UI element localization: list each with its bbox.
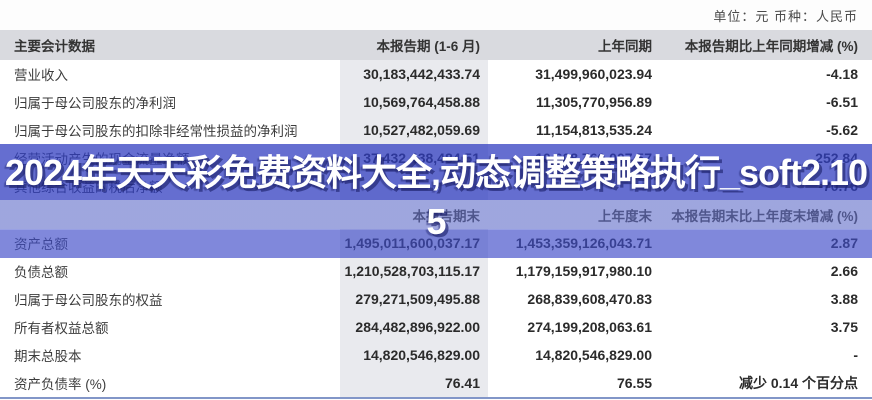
cell-prior: 11,305,770,956.89 (535, 94, 652, 110)
row-label: 期末总股本 (14, 349, 82, 364)
cell-current: 1,210,528,703,115.17 (340, 257, 488, 285)
cell-prior: 268,839,608,470.83 (527, 291, 652, 307)
cell-current: 30,183,442,433.74 (340, 60, 488, 88)
cell-current: 10,527,482,059.69 (340, 116, 488, 144)
unit-label: 单位：元 币种：人民币 (713, 8, 858, 24)
row-label: 负债总额 (14, 265, 68, 280)
cell-change: - (853, 347, 858, 363)
cell-change: 3.75 (830, 319, 858, 335)
header-current-period: 本报告期 (1-6 月) (376, 39, 480, 54)
cell-current: 14,820,546,829.00 (340, 341, 488, 369)
cell-current: 284,482,896,922.00 (340, 313, 488, 341)
header-change-pct: 本报告期比上年同期增减 (%) (684, 39, 858, 54)
cell-prior: 31,499,960,023.94 (535, 66, 652, 82)
table-row-revenue: 营业收入 30,183,442,433.74 31,499,960,023.94… (0, 60, 872, 88)
cell-current: 10,569,764,458.88 (340, 88, 488, 116)
cell-change: -6.51 (826, 94, 858, 110)
promo-overlay-title-wrap[interactable]: 5 (426, 200, 446, 242)
cell-prior: 274,199,208,063.61 (527, 319, 652, 335)
header-main-data: 主要会计数据 (14, 39, 95, 54)
key-accounting-data-table: 主要会计数据 本报告期 (1-6 月) 上年同期 本报告期比上年同期增减 (%)… (0, 30, 872, 397)
cell-change: 2.66 (830, 263, 858, 279)
cell-current: 76.41 (340, 369, 488, 397)
row-label: 归属于母公司股东的净利润 (14, 96, 176, 111)
bottom-divider (0, 397, 872, 399)
header-prior-period: 上年同期 (598, 39, 652, 54)
table-row-net-profit-excl-nonrecurring: 归属于母公司股东的扣除非经常性损益的净利润 10,527,482,059.69 … (0, 116, 872, 144)
row-label: 所有者权益总额 (14, 321, 109, 336)
table-row-net-profit: 归属于母公司股东的净利润 10,569,764,458.88 11,305,77… (0, 88, 872, 116)
cell-current: 279,271,509,495.88 (340, 285, 488, 313)
cell-prior: 1,179,159,917,980.10 (515, 263, 652, 279)
cell-prior: 76.55 (616, 375, 652, 391)
cell-change: -4.18 (826, 66, 858, 82)
row-label: 归属于母公司股东的扣除非经常性损益的净利润 (14, 124, 298, 139)
table-row-asset-liability-ratio: 资产负债率 (%) 76.41 76.55 减少 0.14 个百分点 (0, 369, 872, 397)
cell-prior: 14,820,546,829.00 (535, 347, 652, 363)
table-row-total-liabilities: 负债总额 1,210,528,703,115.17 1,179,159,917,… (0, 257, 872, 285)
promo-overlay-title[interactable]: 2024年天天彩免费资料大全,动态调整策略执行_soft2.10 (4, 152, 868, 193)
table-row-equity-parent: 归属于母公司股东的权益 279,271,509,495.88 268,839,6… (0, 285, 872, 313)
row-label: 归属于母公司股东的权益 (14, 293, 163, 308)
cell-change: -5.62 (826, 122, 858, 138)
row-label: 资产负债率 (%) (14, 377, 107, 392)
table-row-total-share-capital: 期末总股本 14,820,546,829.00 14,820,546,829.0… (0, 341, 872, 369)
row-label: 营业收入 (14, 68, 68, 83)
promo-overlay-banner[interactable]: 2024年天天彩免费资料大全,动态调整策略执行_soft2.10 5 (0, 144, 872, 258)
table-row-total-equity: 所有者权益总额 284,482,896,922.00 274,199,208,0… (0, 313, 872, 341)
table-header-current-period: 主要会计数据 本报告期 (1-6 月) 上年同期 本报告期比上年同期增减 (%) (0, 30, 872, 60)
cell-change: 减少 0.14 个百分点 (738, 375, 858, 391)
cell-change: 3.88 (830, 291, 858, 307)
cell-prior: 11,154,813,535.24 (535, 122, 652, 138)
